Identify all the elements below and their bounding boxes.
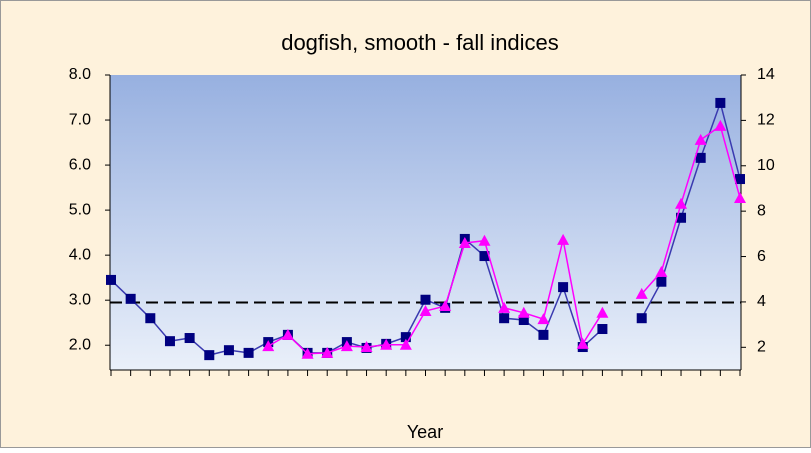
data-point	[164, 336, 175, 347]
data-point	[419, 305, 432, 316]
y2-tick-label: 4	[757, 293, 766, 310]
data-point	[538, 329, 549, 340]
y2-tick-label: 6	[757, 248, 766, 265]
data-point	[636, 313, 647, 324]
data-point	[301, 347, 314, 359]
data-point	[675, 197, 688, 209]
y-tick-label: 4.0	[69, 246, 91, 263]
y-tick-label: 6.0	[69, 156, 91, 173]
y-tick-label: 5.0	[69, 201, 91, 218]
data-point	[499, 313, 510, 324]
y2-tick-label: 14	[757, 66, 775, 83]
data-point	[734, 191, 746, 203]
data-point	[576, 337, 589, 349]
data-point	[321, 346, 334, 358]
data-point	[694, 133, 707, 145]
data-point	[458, 236, 471, 248]
data-point	[715, 97, 726, 108]
y-tick-label: 7.0	[69, 111, 91, 128]
plot-area	[110, 75, 741, 370]
data-point	[498, 301, 511, 313]
data-point	[223, 345, 234, 356]
data-point	[125, 293, 136, 304]
y2-tick-label: 10	[757, 157, 775, 174]
data-point	[262, 340, 275, 352]
data-point	[204, 350, 215, 361]
data-point	[420, 294, 431, 305]
y-tick-label: 3.0	[69, 291, 91, 308]
data-point	[478, 234, 491, 246]
y2-tick-label: 2	[757, 339, 766, 356]
data-point	[558, 282, 569, 293]
data-point	[380, 338, 393, 350]
data-point	[184, 333, 195, 344]
data-point	[517, 306, 530, 318]
data-point	[145, 313, 156, 324]
data-point	[735, 174, 745, 185]
data-point	[243, 347, 254, 358]
y2-tick-label: 8	[757, 202, 766, 219]
data-point	[596, 306, 609, 318]
data-point	[676, 212, 687, 223]
data-point	[597, 324, 608, 335]
y-tick-label: 8.0	[69, 66, 91, 83]
data-point	[656, 276, 667, 287]
data-point	[714, 119, 727, 131]
x-axis-title: Year	[407, 422, 443, 442]
chart-title: dogfish, smooth - fall indices	[281, 30, 559, 55]
data-point	[537, 313, 550, 325]
data-point	[439, 300, 452, 312]
data-point	[635, 287, 648, 299]
data-point	[399, 338, 412, 350]
data-point	[695, 152, 706, 163]
y2-tick-label: 12	[757, 112, 775, 129]
data-point	[655, 265, 668, 277]
data-point	[479, 251, 490, 262]
data-point	[340, 340, 353, 352]
data-point	[400, 332, 411, 343]
data-point	[557, 233, 570, 245]
data-point	[360, 341, 373, 353]
data-point	[518, 315, 529, 326]
data-point	[106, 274, 116, 285]
y-tick-label: 2.0	[69, 336, 91, 353]
data-point	[281, 328, 294, 340]
